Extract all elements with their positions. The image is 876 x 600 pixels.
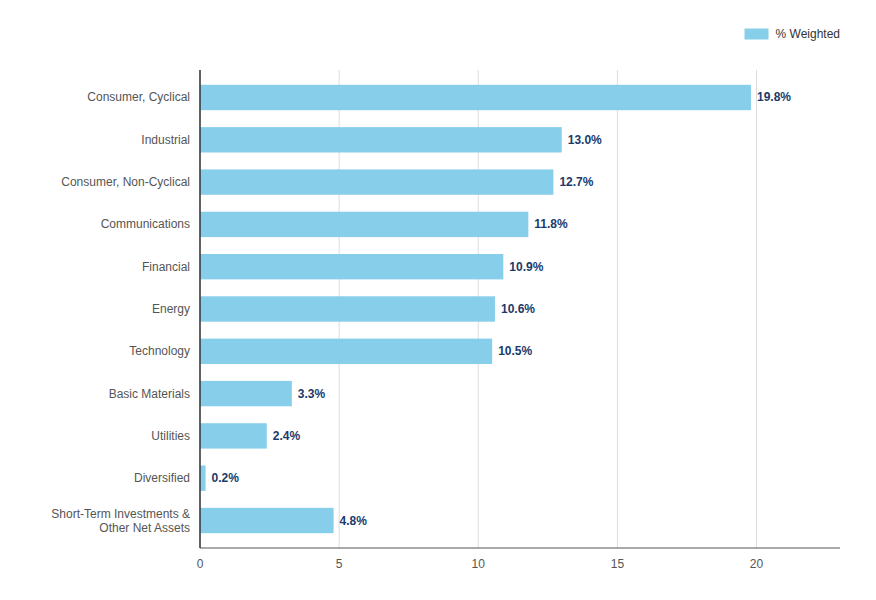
grid-line xyxy=(756,70,757,548)
y-axis-line xyxy=(199,70,201,548)
y-tick-label: Diversified xyxy=(134,471,190,485)
bar xyxy=(200,169,553,194)
x-ticks: 0 5 10 15 20 xyxy=(197,557,764,571)
data-label: 3.3% xyxy=(298,387,326,401)
x-tick-label: 20 xyxy=(750,557,764,571)
y-tick-label: Communications xyxy=(101,217,190,231)
legend-label: % Weighted xyxy=(776,27,840,41)
x-tick-label: 5 xyxy=(336,557,343,571)
legend: % Weighted xyxy=(745,27,840,41)
bar xyxy=(200,466,206,491)
y-tick-label: Consumer, Cyclical xyxy=(87,90,190,104)
y-tick-label: Energy xyxy=(152,302,190,316)
data-label: 12.7% xyxy=(559,175,593,189)
x-tick-label: 10 xyxy=(472,557,486,571)
bar xyxy=(200,296,495,321)
data-label: 19.8% xyxy=(757,90,791,104)
y-tick-label: Basic Materials xyxy=(109,387,190,401)
grid xyxy=(200,70,757,548)
x-axis-line xyxy=(200,548,840,549)
data-label: 0.2% xyxy=(212,471,240,485)
data-label: 10.6% xyxy=(501,302,535,316)
bar xyxy=(200,127,562,152)
bar xyxy=(200,212,528,237)
bars xyxy=(200,85,751,533)
y-tick-label: Financial xyxy=(142,260,190,274)
bar xyxy=(200,254,503,279)
bar xyxy=(200,508,334,533)
data-labels: 4.8% 0.2% 2.4% 3.3% 10.5% 10.6% 10.9% 11.8% 12.7… xyxy=(212,90,792,527)
data-label: 10.5% xyxy=(498,344,532,358)
data-label: 13.0% xyxy=(568,133,602,147)
grid-line xyxy=(617,70,618,548)
data-label: 10.9% xyxy=(509,260,543,274)
legend-swatch xyxy=(745,29,769,40)
data-label: 11.8% xyxy=(534,217,568,231)
y-tick-label: Short-Term Investments &Other Net Assets xyxy=(51,507,190,535)
grid-line xyxy=(200,70,201,548)
chart-svg: 4.8% 0.2% 2.4% 3.3% 10.5% 10.6% 10.9% 11.8% 12.7… xyxy=(0,0,876,600)
data-label: 2.4% xyxy=(273,429,301,443)
y-tick-label: Consumer, Non-Cyclical xyxy=(61,175,190,189)
x-tick-label: 0 xyxy=(197,557,204,571)
y-tick-label: Industrial xyxy=(141,133,190,147)
y-tick-label: Technology xyxy=(129,344,190,358)
bar xyxy=(200,339,492,364)
bar xyxy=(200,423,267,448)
y-tick-label: Utilities xyxy=(151,429,190,443)
x-tick-label: 15 xyxy=(611,557,625,571)
data-label: 4.8% xyxy=(340,514,368,528)
y-ticks: Short-Term Investments &Other Net Assets… xyxy=(51,90,190,534)
bar xyxy=(200,85,751,110)
bar xyxy=(200,381,292,406)
chart-container: 4.8% 0.2% 2.4% 3.3% 10.5% 10.6% 10.9% 11.8% 12.7… xyxy=(0,0,876,600)
